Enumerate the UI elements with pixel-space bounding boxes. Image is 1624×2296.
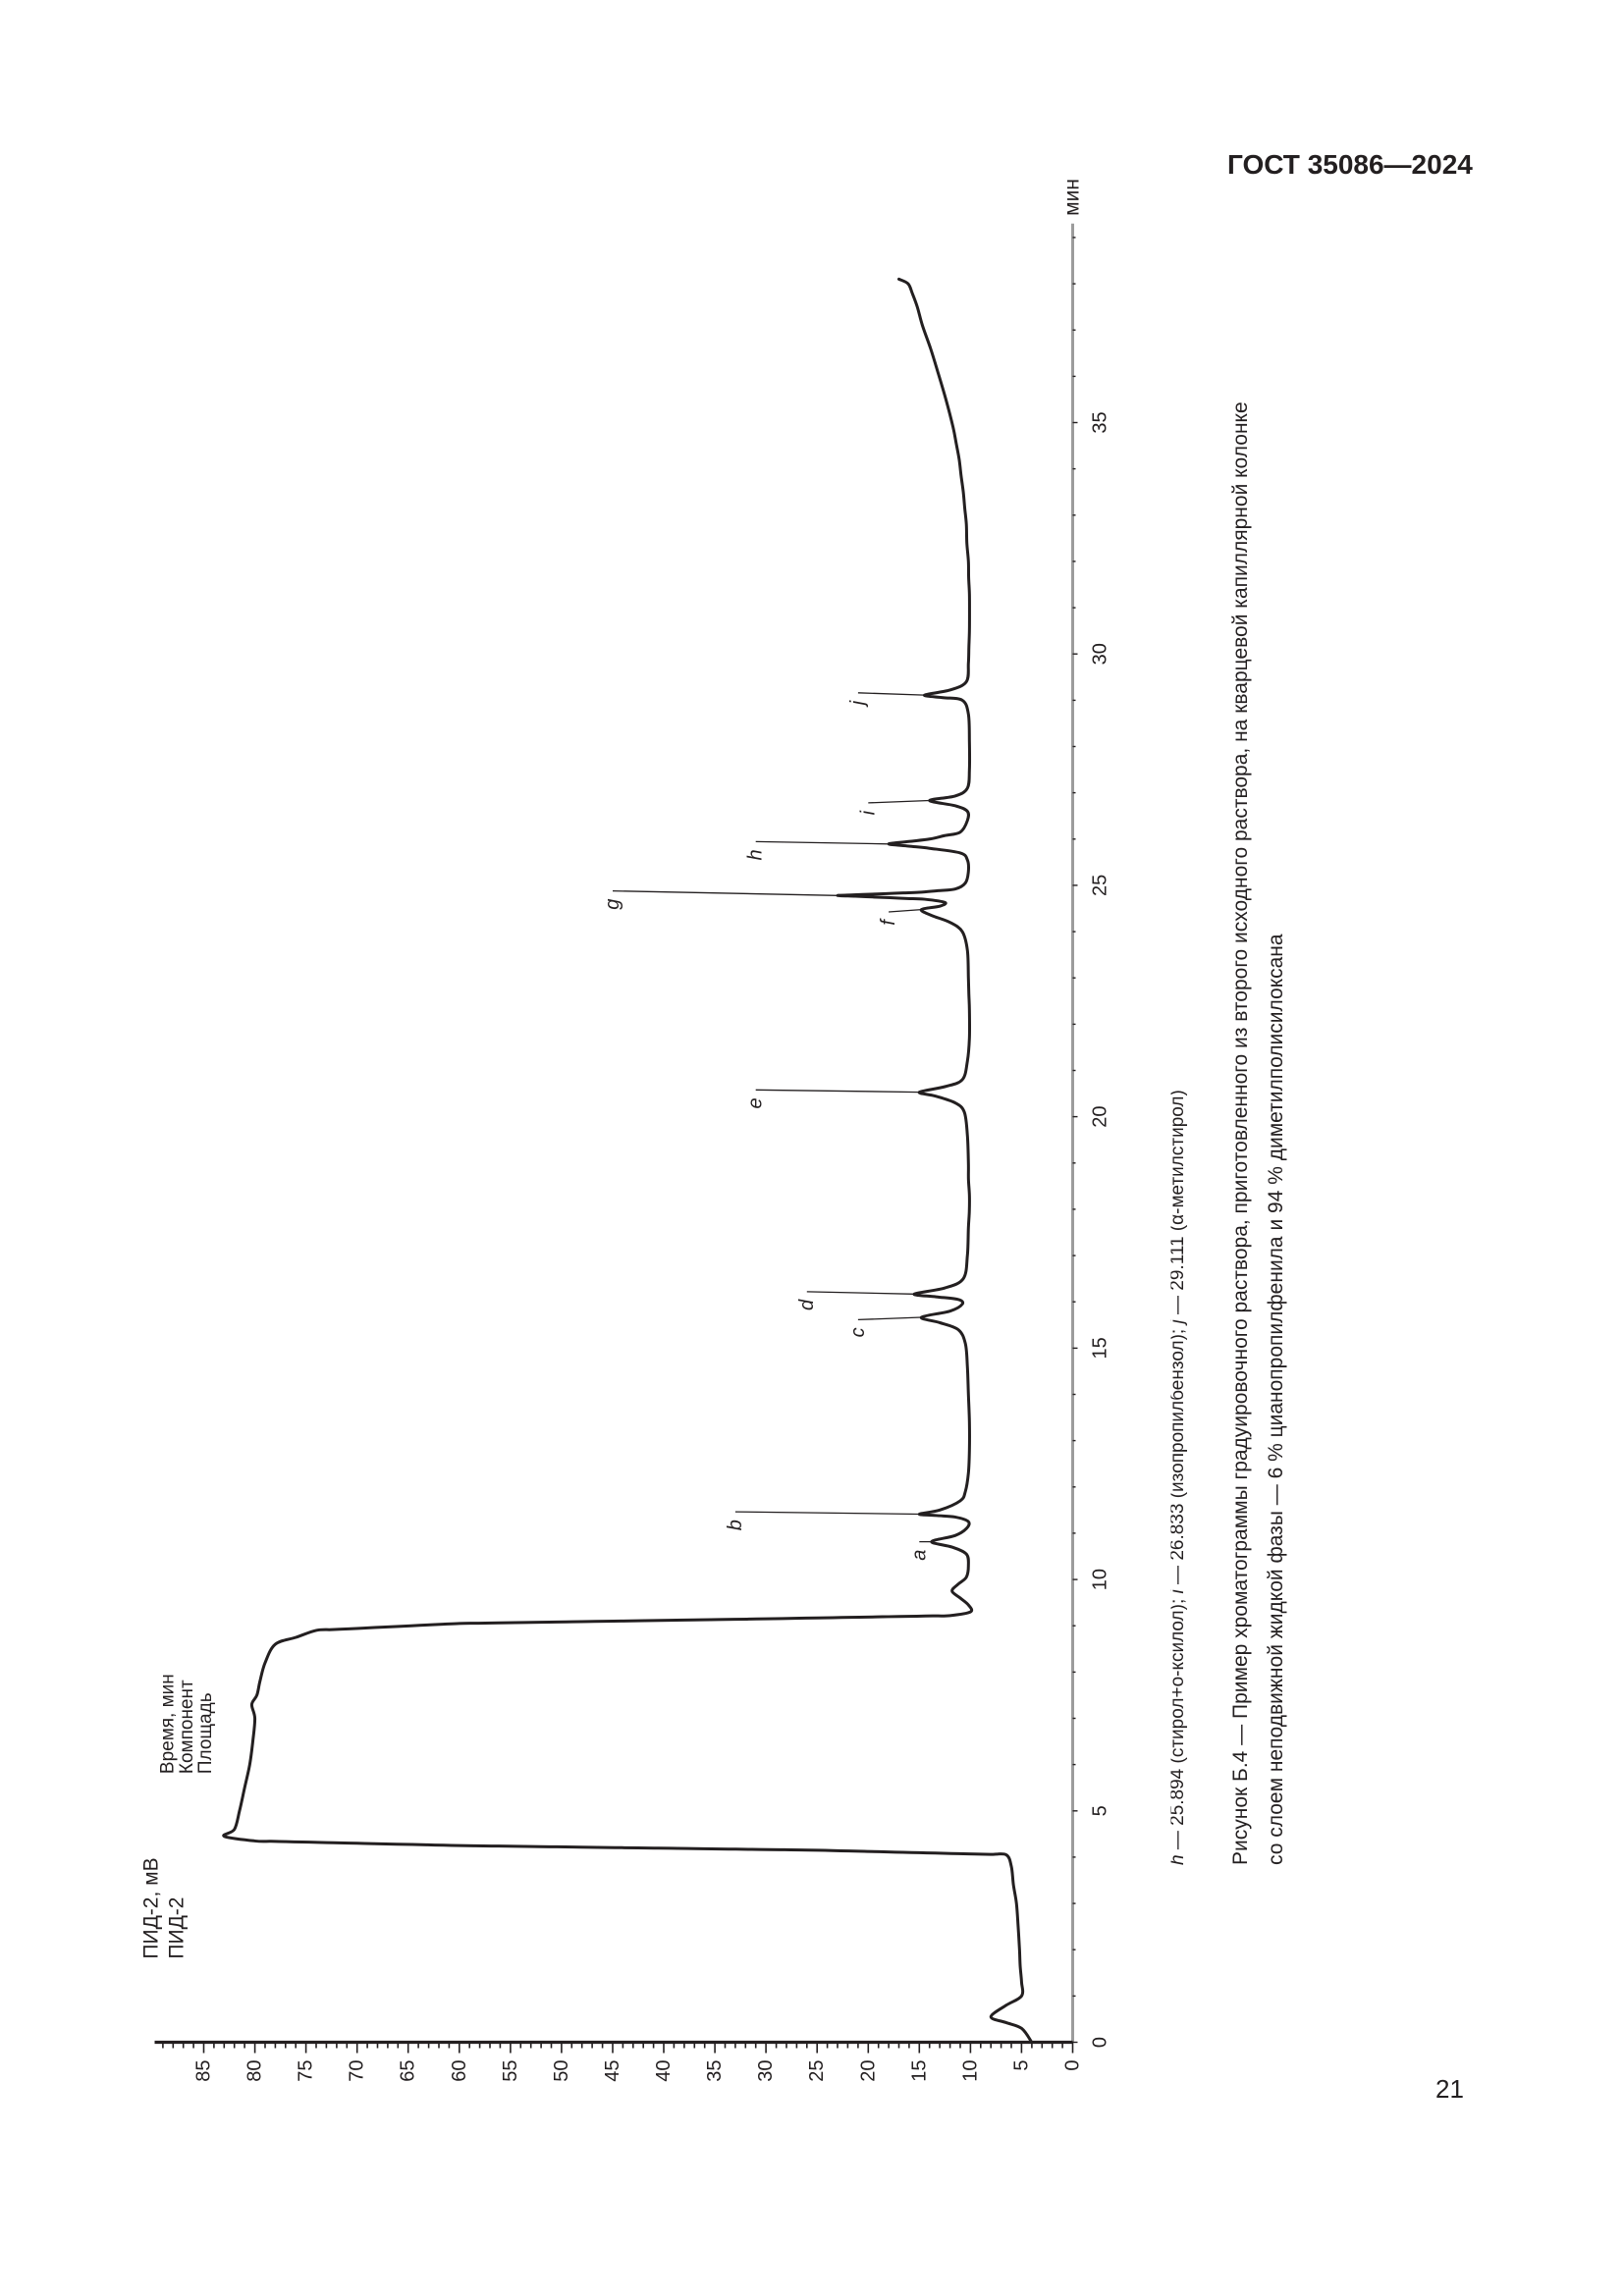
svg-text:5: 5	[1089, 1805, 1110, 1816]
svg-text:i: i	[857, 810, 879, 815]
svg-text:85: 85	[192, 2059, 214, 2081]
svg-text:0: 0	[1061, 2059, 1083, 2070]
svg-text:55: 55	[499, 2059, 520, 2081]
svg-text:b: b	[724, 1520, 745, 1530]
svg-text:30: 30	[755, 2059, 777, 2081]
svg-text:35: 35	[1089, 411, 1110, 433]
svg-text:20: 20	[857, 2059, 879, 2081]
svg-text:Время, мин: Время, мин	[157, 1674, 178, 1774]
svg-text:мин: мин	[1060, 179, 1083, 216]
svg-text:30: 30	[1089, 643, 1110, 665]
svg-text:20: 20	[1089, 1105, 1110, 1127]
svg-text:60: 60	[448, 2059, 469, 2081]
svg-text:45: 45	[602, 2059, 623, 2081]
svg-text:10: 10	[1089, 1568, 1110, 1589]
svg-text:80: 80	[244, 2059, 265, 2081]
svg-text:35: 35	[704, 2059, 726, 2081]
svg-text:75: 75	[295, 2059, 316, 2081]
svg-text:50: 50	[550, 2059, 571, 2081]
svg-text:10: 10	[959, 2059, 981, 2081]
svg-text:Площадь: Площадь	[194, 1692, 215, 1774]
svg-text:e: e	[744, 1097, 766, 1108]
svg-text:c: c	[846, 1327, 868, 1337]
svg-text:25: 25	[1089, 874, 1110, 895]
svg-text:5: 5	[1010, 2059, 1032, 2070]
svg-text:a: a	[908, 1549, 930, 1560]
svg-text:d: d	[795, 1299, 817, 1310]
svg-text:65: 65	[397, 2059, 418, 2081]
svg-text:0: 0	[1089, 2036, 1110, 2047]
svg-text:40: 40	[653, 2059, 675, 2081]
svg-text:70: 70	[346, 2059, 367, 2081]
svg-text:ПИД-2: ПИД-2	[165, 1896, 188, 1958]
svg-text:25: 25	[806, 2059, 828, 2081]
svg-text:15: 15	[1089, 1337, 1110, 1359]
svg-text:15: 15	[908, 2059, 930, 2081]
svg-text:Компонент: Компонент	[177, 1679, 197, 1773]
svg-text:g: g	[602, 898, 623, 909]
svg-text:h: h	[744, 849, 766, 860]
svg-text:ПИД-2, мВ: ПИД-2, мВ	[139, 1857, 162, 1958]
